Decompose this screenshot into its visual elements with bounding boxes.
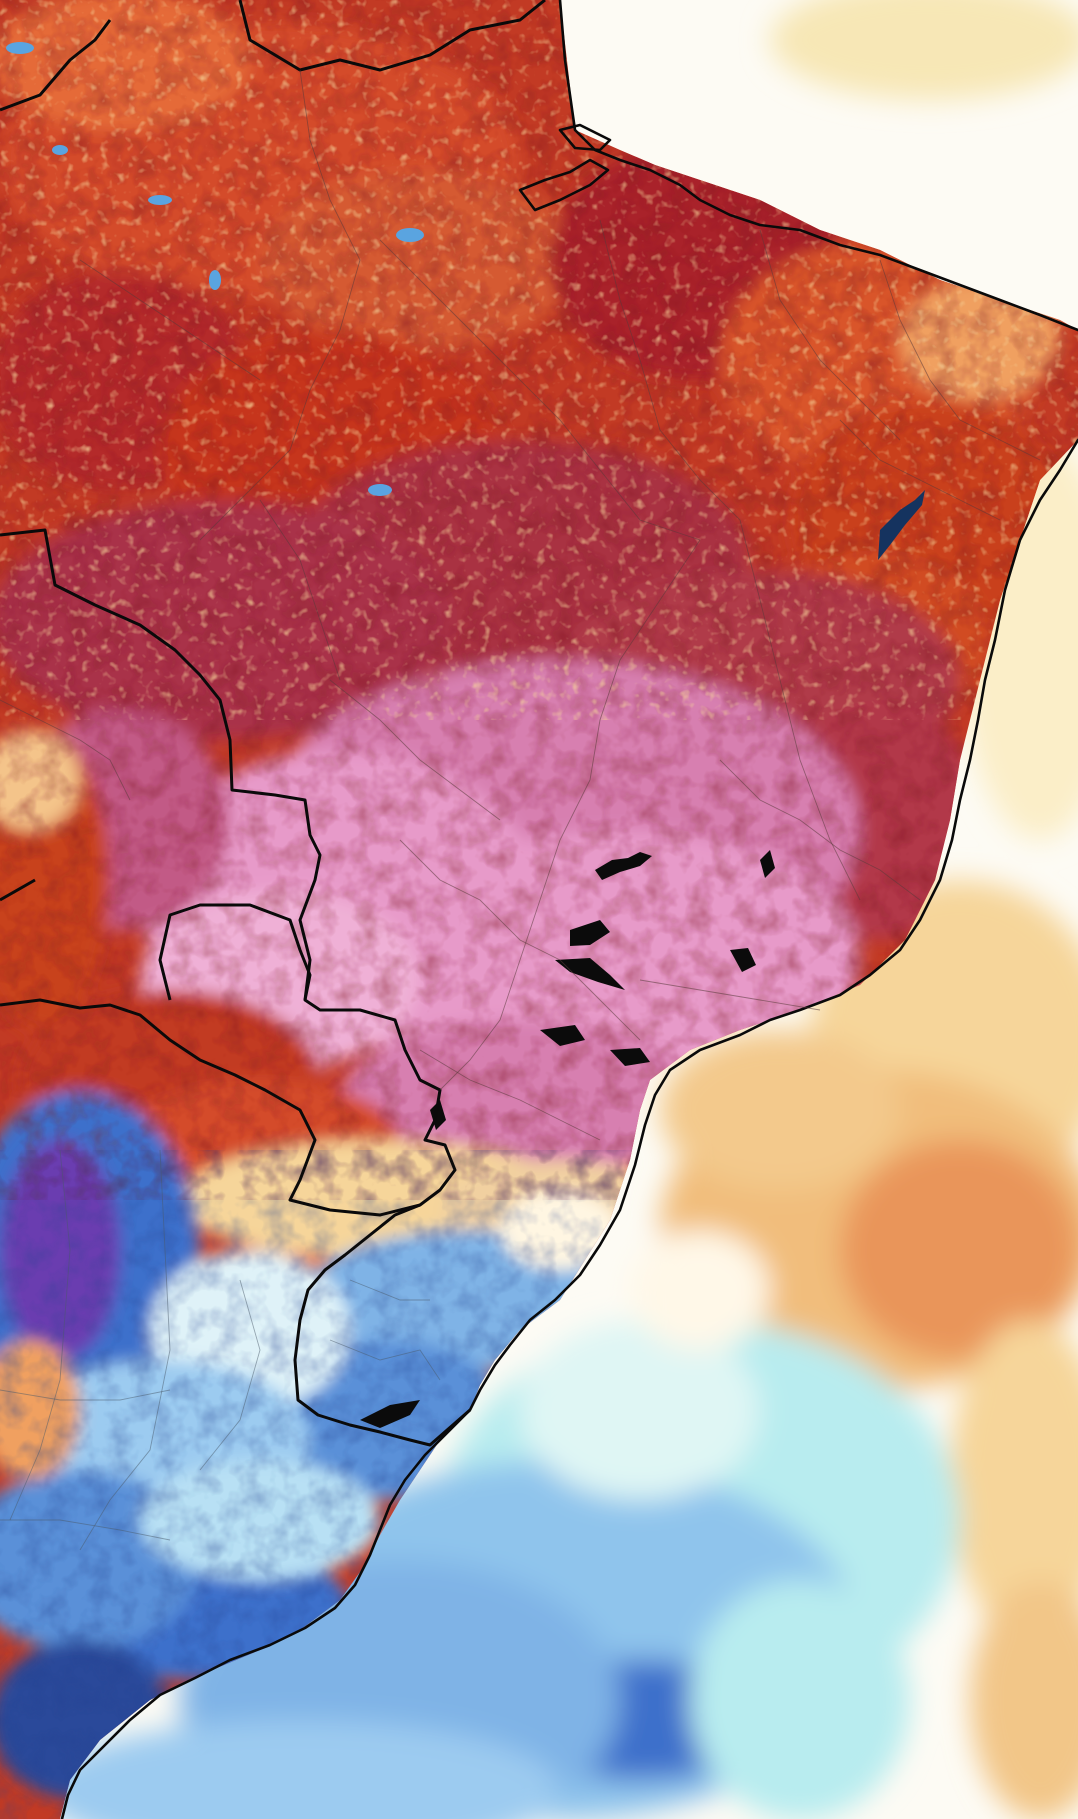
subnational-borders [0,69,1041,1551]
cold-specks [6,42,424,496]
amazon-delta [518,123,612,212]
reservoirs [360,490,925,1428]
coastline [60,0,1078,1819]
national-borders [0,0,546,1447]
